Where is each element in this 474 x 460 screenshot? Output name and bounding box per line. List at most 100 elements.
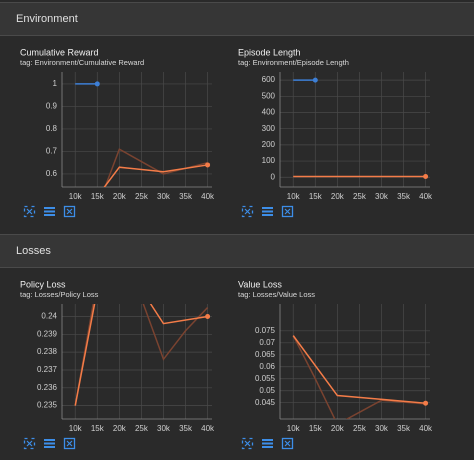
plot (293, 77, 429, 179)
fit-domain-button[interactable] (63, 437, 76, 450)
icon-line (262, 207, 273, 209)
x-tick-label: 35k (397, 192, 411, 201)
end-dot (312, 77, 318, 83)
chart-subtitle: tag: Environment/Episode Length (238, 58, 349, 67)
y-tick-label: 1 (53, 79, 58, 88)
icon-arrows (284, 208, 291, 215)
icon-arrows (26, 440, 33, 447)
y-tick-label: 500 (262, 91, 276, 100)
end-dot (205, 313, 211, 319)
fullscreen-button[interactable] (241, 205, 254, 218)
icon-line (262, 214, 273, 216)
fullscreen-button[interactable] (241, 437, 254, 450)
series-line (292, 335, 426, 404)
card-bg (18, 276, 233, 456)
icon-line (44, 210, 55, 213)
x-tick-label: 15k (309, 424, 323, 433)
icon-frame (241, 205, 254, 218)
end-dot (423, 400, 429, 406)
series-line (103, 164, 208, 187)
chart-title: Episode Length (238, 47, 301, 57)
icon-arrows (244, 440, 251, 447)
icon-line (262, 446, 273, 448)
end-dot (423, 173, 429, 179)
plot (75, 81, 211, 187)
y-tick-label: 0.06 (259, 362, 275, 371)
icon-frame (281, 437, 294, 450)
icon-arrows (244, 208, 251, 215)
icon-arrows (284, 440, 291, 447)
icon-line (44, 207, 55, 209)
chart-title: Cumulative Reward (20, 47, 99, 57)
x-tick-label: 20k (113, 192, 127, 201)
x-tick-label: 25k (353, 424, 367, 433)
icon-line (44, 214, 55, 216)
fit-domain-button[interactable] (281, 205, 294, 218)
chart-title: Policy Loss (20, 279, 66, 289)
icon-line (44, 442, 55, 445)
chart-title: Value Loss (238, 279, 282, 289)
y-tick-label: 200 (262, 140, 276, 149)
x-tick-label: 10k (287, 424, 301, 433)
icon-frame (63, 205, 76, 218)
card-bg (236, 44, 451, 224)
x-tick-label: 30k (157, 192, 171, 201)
plot (292, 335, 429, 419)
y-tick-label: 0.237 (37, 365, 58, 374)
x-tick-label: 15k (91, 192, 105, 201)
x-tick-label: 40k (201, 192, 215, 201)
series-line (74, 304, 209, 406)
icon-line (44, 439, 55, 441)
x-tick-label: 25k (353, 192, 367, 201)
fullscreen-button[interactable] (23, 205, 36, 218)
y-tick-label: 0.239 (37, 329, 58, 338)
end-dot (94, 81, 100, 87)
section-header: Environment (0, 2, 474, 36)
y-tick-label: 0.075 (255, 326, 276, 335)
fit-domain-button[interactable] (63, 205, 76, 218)
x-tick-label: 10k (287, 192, 301, 201)
x-tick-label: 25k (135, 424, 149, 433)
y-tick-label: 0.065 (255, 350, 276, 359)
icon-line (262, 210, 273, 213)
y-tick-label: 0.236 (37, 383, 58, 392)
chart-subtitle: tag: Losses/Policy Loss (20, 290, 99, 299)
log-scale-button[interactable] (262, 207, 273, 216)
x-tick-label: 15k (309, 192, 323, 201)
chart-subtitle: tag: Environment/Cumulative Reward (20, 58, 144, 67)
icon-frame (63, 437, 76, 450)
fit-domain-button[interactable] (281, 437, 294, 450)
card-bg (236, 276, 451, 456)
x-tick-label: 20k (331, 192, 345, 201)
x-tick-label: 40k (419, 424, 433, 433)
y-tick-label: 0 (271, 172, 276, 181)
x-tick-label: 30k (375, 192, 389, 201)
x-tick-label: 40k (419, 192, 433, 201)
icon-line (44, 446, 55, 448)
log-scale-button[interactable] (44, 439, 55, 448)
card-bg (18, 44, 233, 224)
x-tick-label: 30k (157, 424, 171, 433)
y-tick-label: 0.8 (46, 124, 58, 133)
y-tick-label: 600 (262, 75, 276, 84)
plot (74, 304, 211, 406)
icon-line (262, 442, 273, 445)
log-scale-button[interactable] (44, 207, 55, 216)
y-tick-label: 0.238 (37, 347, 58, 356)
icon-arrows (66, 208, 73, 215)
x-tick-label: 35k (179, 192, 193, 201)
x-tick-label: 35k (397, 424, 411, 433)
log-scale-button[interactable] (262, 439, 273, 448)
fullscreen-button[interactable] (23, 437, 36, 450)
x-tick-label: 10k (69, 192, 83, 201)
icon-frame (23, 205, 36, 218)
y-tick-label: 0.045 (255, 398, 276, 407)
icon-frame (241, 437, 254, 450)
y-tick-label: 0.7 (46, 147, 58, 156)
y-tick-label: 0.6 (46, 169, 58, 178)
series-line (292, 335, 426, 419)
x-tick-label: 15k (91, 424, 105, 433)
